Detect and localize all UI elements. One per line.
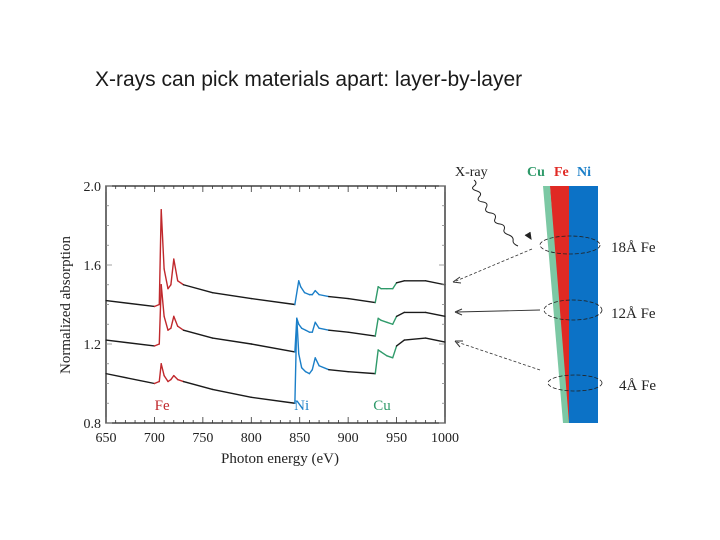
- pointer-arrow-12: [456, 309, 541, 313]
- pointer-arrow-4: [456, 341, 541, 371]
- probe-ellipse-18: [539, 235, 601, 255]
- axis-ticks: [105, 185, 446, 424]
- thickness-label-4: 4Å Fe: [619, 378, 656, 394]
- layer-label-fe: Fe: [554, 165, 569, 180]
- axis-tick-labels: 650 700 750 800 850 900 950 1000 0.8 1.2 1.6 2.0: [84, 180, 460, 446]
- x-tick-label: 950: [386, 431, 407, 446]
- x-tick-label: 750: [192, 431, 213, 446]
- thickness-label-12: 12Å Fe: [611, 306, 656, 322]
- series-line: [105, 317, 446, 404]
- y-tick-label: 2.0: [84, 180, 102, 195]
- cu-layer: [543, 186, 569, 423]
- ni-layer: [569, 186, 598, 423]
- x-tick-label: 900: [338, 431, 359, 446]
- slide-title: X-rays can pick materials apart: layer-b…: [95, 68, 523, 91]
- plot-frame: [105, 185, 446, 424]
- arrowhead-12-icon: [454, 308, 463, 316]
- arrowhead-18-icon: [452, 276, 462, 284]
- thickness-label-18: 18Å Fe: [611, 240, 656, 256]
- series-line: [105, 208, 446, 308]
- layer-label-cu: Cu: [527, 165, 545, 180]
- arrowhead-4-icon: [454, 340, 463, 348]
- xray-label: X-ray: [455, 165, 488, 180]
- element-label-cu: Cu: [373, 398, 391, 414]
- layer-label-ni: Ni: [577, 165, 591, 180]
- xray-wave-icon: [472, 179, 519, 247]
- y-axis-label: Normalized absorption: [58, 236, 74, 374]
- probe-ellipse-4: [547, 374, 603, 392]
- pointer-arrow-18: [455, 248, 533, 282]
- x-tick-label: 700: [144, 431, 165, 446]
- element-annotations: Fe Ni Cu: [155, 398, 392, 414]
- y-tick-label: 0.8: [84, 417, 102, 432]
- probe-ellipse-12: [543, 299, 603, 321]
- x-tick-label: 650: [96, 431, 117, 446]
- absorption-curves: [105, 208, 446, 404]
- xray-arrowhead-icon: [524, 231, 532, 241]
- layer-diagram: Cu Fe Ni X-ray 18Å Fe 12Å Fe 4Å Fe: [452, 165, 656, 423]
- y-tick-label: 1.2: [84, 338, 102, 353]
- x-tick-label: 1000: [431, 431, 459, 446]
- series-line: [105, 284, 446, 353]
- y-tick-label: 1.6: [84, 259, 102, 274]
- element-label-ni: Ni: [294, 398, 309, 414]
- x-tick-label: 800: [241, 431, 262, 446]
- x-axis-label: Photon energy (eV): [221, 451, 339, 467]
- element-label-fe: Fe: [155, 398, 170, 414]
- x-tick-label: 850: [289, 431, 310, 446]
